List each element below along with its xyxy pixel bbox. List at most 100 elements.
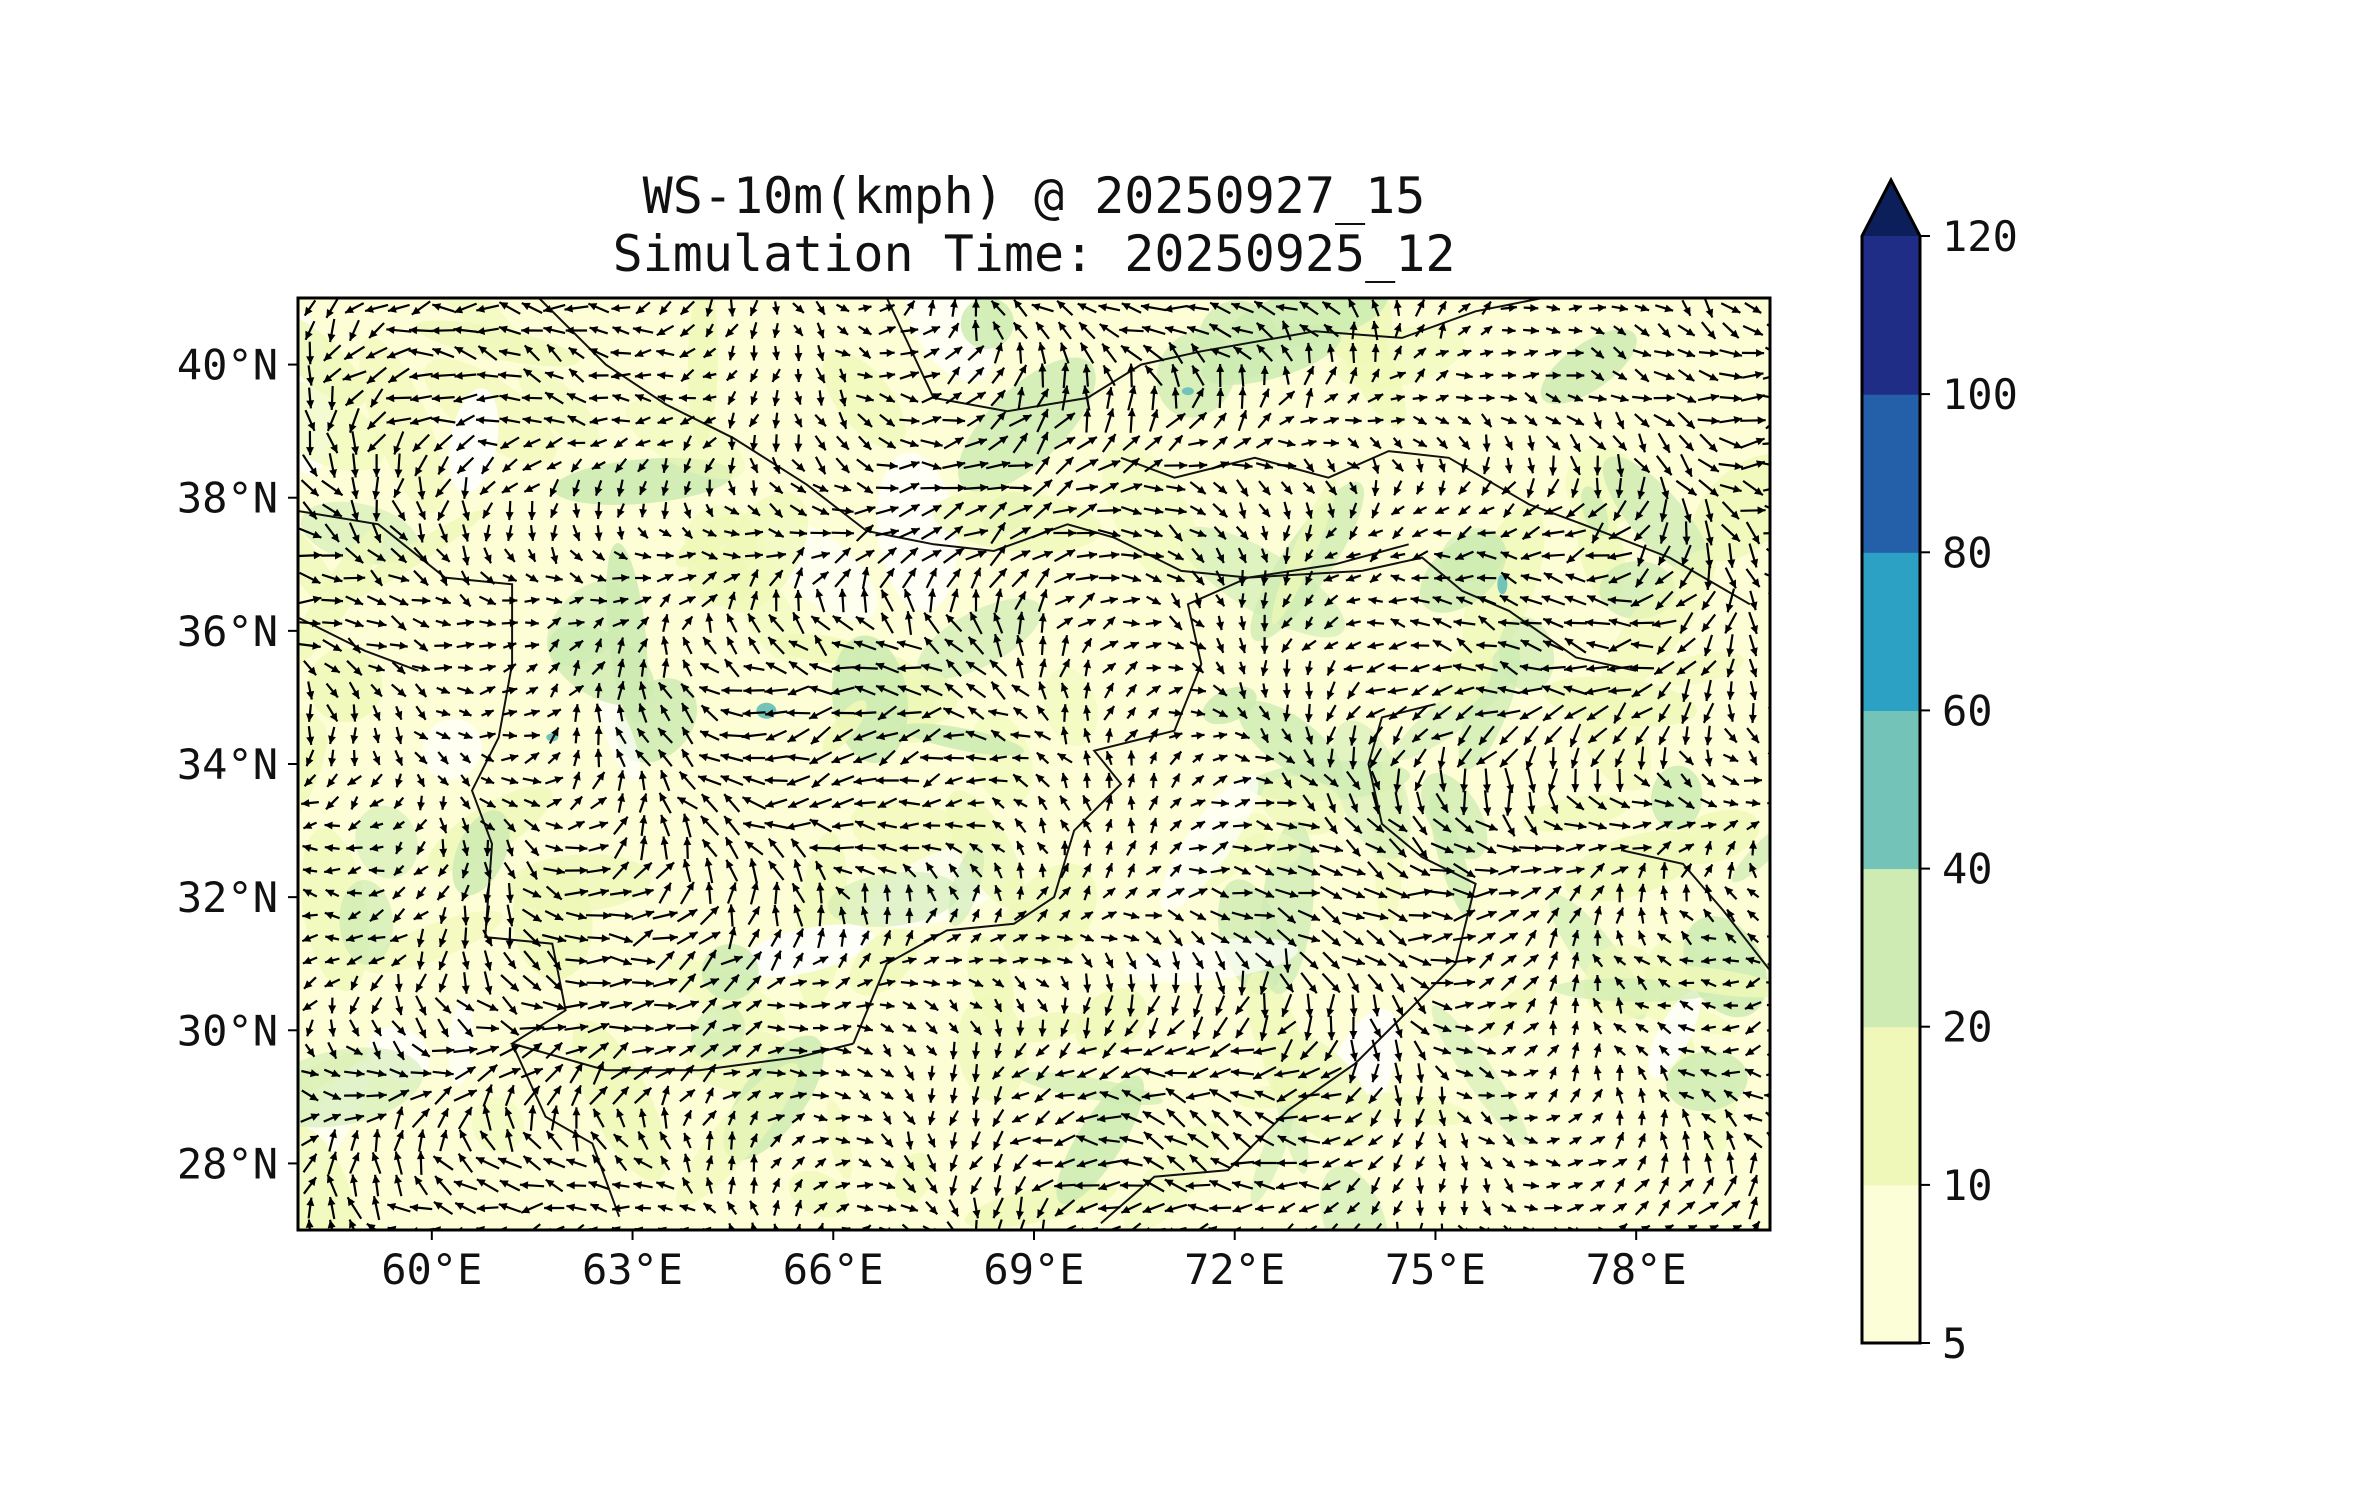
wind-arrow: [1726, 634, 1735, 657]
wind-arrow: [326, 432, 339, 454]
speed-patch: [932, 489, 1102, 553]
wind-arrow: [1055, 456, 1075, 475]
lat-tick-label: 28°N: [177, 1139, 278, 1188]
wind-arrow: [587, 302, 610, 314]
wind-arrow: [879, 349, 895, 357]
wind-arrow: [1235, 525, 1249, 541]
wind-arrow: [1150, 385, 1158, 411]
wind-arrow: [1568, 304, 1583, 313]
speed-patch: [308, 648, 383, 723]
wind-arrow: [572, 660, 581, 676]
wind-arrow: [1075, 458, 1099, 473]
wind-arrow: [941, 484, 966, 492]
wind-arrow: [989, 501, 1008, 520]
wind-arrow: [431, 326, 456, 335]
wind-arrow: [1523, 326, 1539, 335]
wind-arrow: [1327, 503, 1335, 518]
wind-arrow: [839, 389, 847, 407]
wind-arrow: [1608, 618, 1632, 628]
wind-arrow: [971, 319, 980, 342]
wind-arrow: [1146, 595, 1162, 606]
wind-arrow: [1722, 322, 1740, 339]
wind-arrow: [1567, 349, 1584, 357]
wind-arrow: [1347, 298, 1359, 318]
wind-arrow: [657, 371, 674, 380]
wind-arrow: [857, 413, 873, 428]
wind-arrow: [1455, 596, 1473, 605]
wind-arrow: [1456, 525, 1472, 541]
wind-arrow: [1586, 594, 1609, 607]
wind-arrow: [861, 566, 870, 590]
wind-arrow: [990, 411, 1007, 430]
wind-arrow: [1168, 524, 1184, 542]
wind-arrow: [616, 526, 625, 540]
wind-arrow: [1008, 414, 1032, 427]
wind-arrow: [1718, 437, 1743, 449]
wind-arrow: [657, 394, 673, 402]
wind-arrow: [1121, 302, 1142, 314]
wind-arrow: [1390, 394, 1406, 403]
wind-arrow: [793, 567, 804, 589]
wind-arrow: [525, 573, 539, 583]
wind-arrow: [1391, 458, 1405, 473]
wind-arrow: [610, 348, 632, 357]
wind-arrow: [1414, 323, 1426, 338]
wind-arrow: [1260, 592, 1269, 609]
wind-arrow: [591, 461, 606, 470]
wind-arrow: [788, 660, 809, 676]
wind-arrow: [301, 454, 319, 477]
wind-arrow: [831, 506, 854, 515]
wind-arrow: [526, 663, 538, 673]
colorbar-tick-label: 5: [1942, 1319, 1967, 1368]
wind-arrow: [878, 325, 896, 336]
wind-arrow: [880, 589, 894, 612]
wind-arrow: [1569, 455, 1581, 476]
wind-arrow: [1434, 506, 1450, 515]
wind-arrow: [899, 482, 920, 494]
wind-arrow: [1171, 363, 1181, 388]
wind-arrow: [1480, 325, 1493, 336]
wind-arrow: [1390, 617, 1406, 629]
wind-arrow: [1771, 682, 1779, 699]
wind-arrow: [1542, 617, 1564, 629]
wind-arrow: [1164, 506, 1187, 515]
wind-arrow: [499, 436, 520, 450]
wind-arrow: [899, 438, 919, 448]
wind-arrow: [417, 523, 426, 543]
wind-arrow: [858, 304, 872, 313]
speed-patch: [1543, 676, 1697, 727]
wind-arrow: [594, 501, 603, 520]
colorbar: 5 10 20 40 60 80 100 120: [1860, 176, 2018, 1368]
wind-arrow: [1748, 611, 1758, 635]
wind-arrow: [1500, 394, 1518, 402]
wind-arrow: [1194, 592, 1202, 609]
wind-arrow: [304, 320, 316, 341]
wind-arrow: [476, 371, 499, 380]
colorbar-segment: [1862, 236, 1920, 395]
wind-arrow: [1191, 618, 1205, 628]
wind-arrow: [1037, 589, 1048, 612]
wind-arrow: [1458, 435, 1471, 451]
wind-arrow: [1148, 409, 1159, 432]
wind-arrow: [386, 347, 412, 359]
wind-arrow: [593, 617, 605, 629]
wind-arrow: [367, 548, 386, 563]
wind-arrow: [1281, 320, 1292, 341]
wind-arrow: [920, 526, 943, 540]
wind-arrow: [1500, 416, 1517, 425]
wind-arrow: [589, 326, 609, 335]
wind-arrow: [369, 388, 384, 408]
wind-arrow: [1216, 387, 1225, 409]
border-line: [538, 298, 1409, 579]
lat-tick-label: 30°N: [177, 1006, 278, 1055]
wind-arrow: [1346, 596, 1361, 605]
wind-arrow: [1191, 547, 1205, 564]
wind-arrow: [639, 503, 648, 518]
wind-arrow: [1414, 368, 1426, 383]
wind-arrow: [1123, 641, 1140, 650]
wind-arrow: [927, 299, 936, 317]
wind-arrow: [303, 299, 317, 317]
wind-arrow: [791, 458, 806, 473]
wind-arrow: [879, 371, 896, 380]
wind-arrow: [678, 595, 696, 606]
